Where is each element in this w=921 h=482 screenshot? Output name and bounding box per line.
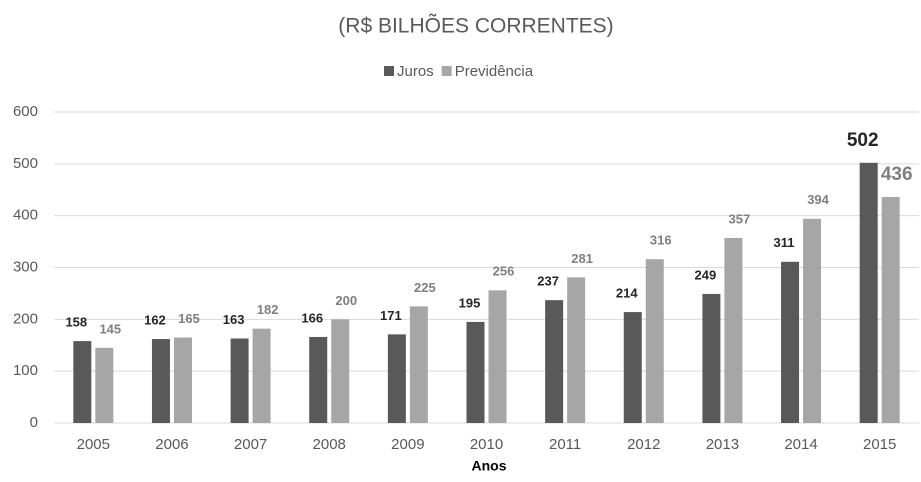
bar: [724, 237, 743, 423]
bar: [702, 293, 721, 423]
bar: [387, 334, 406, 423]
bar: [409, 306, 428, 423]
data-label: 165: [178, 311, 200, 326]
data-label: 436: [881, 164, 913, 185]
bar: [252, 328, 271, 423]
data-label: 162: [144, 312, 166, 327]
x-tick-label: 2006: [155, 436, 188, 453]
x-tick-label: 2011: [549, 436, 581, 453]
data-label: 225: [414, 280, 436, 295]
y-tick-label: 300: [13, 258, 38, 275]
data-label: 200: [335, 293, 357, 308]
data-label: 195: [459, 295, 481, 310]
data-label: 166: [301, 310, 323, 325]
data-label: 237: [537, 274, 559, 289]
legend-label: Juros: [397, 63, 434, 80]
y-tick-label: 100: [13, 362, 38, 379]
x-tick-label: 2007: [234, 436, 267, 453]
x-axis-label: Anos: [472, 458, 507, 474]
bar: [309, 336, 328, 423]
data-label: 158: [65, 315, 87, 330]
bar: [545, 300, 564, 423]
bar: [488, 290, 507, 423]
bar: [567, 277, 586, 423]
bar: [645, 259, 664, 423]
bar: [781, 261, 800, 423]
data-label: 214: [616, 286, 638, 301]
bar: [881, 197, 900, 423]
y-tick-label: 500: [13, 155, 38, 172]
x-tick-label: 2008: [313, 436, 346, 453]
bar: [230, 338, 249, 423]
bar: [173, 337, 192, 423]
legend-label: Previdência: [455, 63, 534, 80]
bar: [803, 218, 822, 423]
data-label: 357: [729, 211, 751, 226]
y-tick-label: 0: [30, 414, 38, 431]
x-tick-label: 2010: [470, 436, 503, 453]
bar: [73, 341, 92, 423]
data-label: 394: [807, 192, 829, 207]
x-tick-label: 2013: [706, 436, 739, 453]
x-tick-label: 2009: [391, 436, 424, 453]
x-tick-label: 2014: [784, 436, 817, 453]
data-label: 171: [380, 308, 402, 323]
data-label: 163: [223, 312, 245, 327]
data-label: 316: [650, 233, 672, 248]
x-tick-label: 2005: [77, 436, 110, 453]
y-tick-label: 200: [13, 310, 38, 327]
bar: [466, 321, 485, 423]
data-label: 502: [847, 130, 879, 151]
data-label: 145: [99, 321, 121, 336]
y-tick-label: 400: [13, 207, 38, 224]
data-label: 281: [571, 251, 593, 266]
data-label: 249: [695, 267, 717, 282]
x-tick-label: 2015: [863, 436, 896, 453]
legend-swatch: [441, 66, 452, 76]
data-label: 256: [493, 264, 515, 279]
legend-swatch: [384, 66, 394, 76]
bar: [623, 312, 642, 423]
bar: [859, 162, 878, 423]
bar: [151, 339, 170, 423]
bar: [331, 319, 350, 423]
data-label: 311: [774, 235, 795, 250]
chart-title: (R$ BILHÕES CORRENTES): [338, 14, 613, 38]
x-tick-label: 2012: [627, 436, 660, 453]
y-tick-label: 600: [13, 103, 38, 120]
bar: [95, 347, 114, 423]
data-label: 182: [257, 302, 279, 317]
